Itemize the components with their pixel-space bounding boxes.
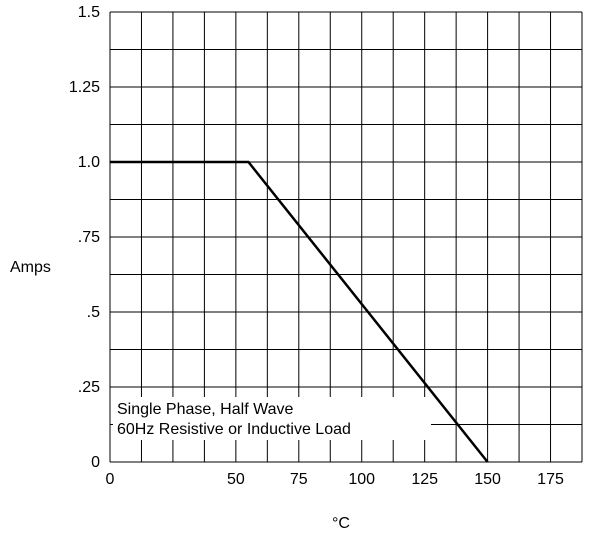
y-tick-label: 0 — [91, 454, 100, 471]
y-tick-label: .5 — [87, 304, 100, 321]
x-tick-label: 0 — [106, 471, 115, 488]
annotation-layer: Single Phase, Half Wave 60Hz Resistive o… — [113, 397, 431, 440]
x-tick-label: 75 — [290, 471, 308, 488]
series-layer — [110, 160, 489, 463]
y-tick-label: 1.0 — [78, 154, 100, 171]
y-tick-label: .25 — [78, 379, 100, 396]
x-axis-label: °C — [332, 515, 350, 532]
x-tick-label: 125 — [411, 471, 438, 488]
y-tick-label: 1.25 — [69, 79, 100, 96]
annotation-line-1: Single Phase, Half Wave — [117, 401, 293, 418]
x-tick-label: 150 — [474, 471, 501, 488]
y-axis-label: Amps — [10, 259, 51, 276]
y-tick-label: .75 — [78, 229, 100, 246]
x-tick-label: 175 — [537, 471, 564, 488]
x-tick-label: 100 — [348, 471, 375, 488]
grid — [109, 11, 583, 463]
series-line-0 — [110, 160, 489, 463]
tick-labels: 0 .25 .5 .75 1.0 1.25 1.5 0 50 75 100 125 150 175 — [69, 4, 564, 488]
y-tick-label: 1.5 — [78, 4, 100, 21]
x-tick-label: 50 — [227, 471, 245, 488]
annotation-background — [113, 397, 431, 440]
annotation-line-2: 60Hz Resistive or Inductive Load — [117, 421, 351, 438]
